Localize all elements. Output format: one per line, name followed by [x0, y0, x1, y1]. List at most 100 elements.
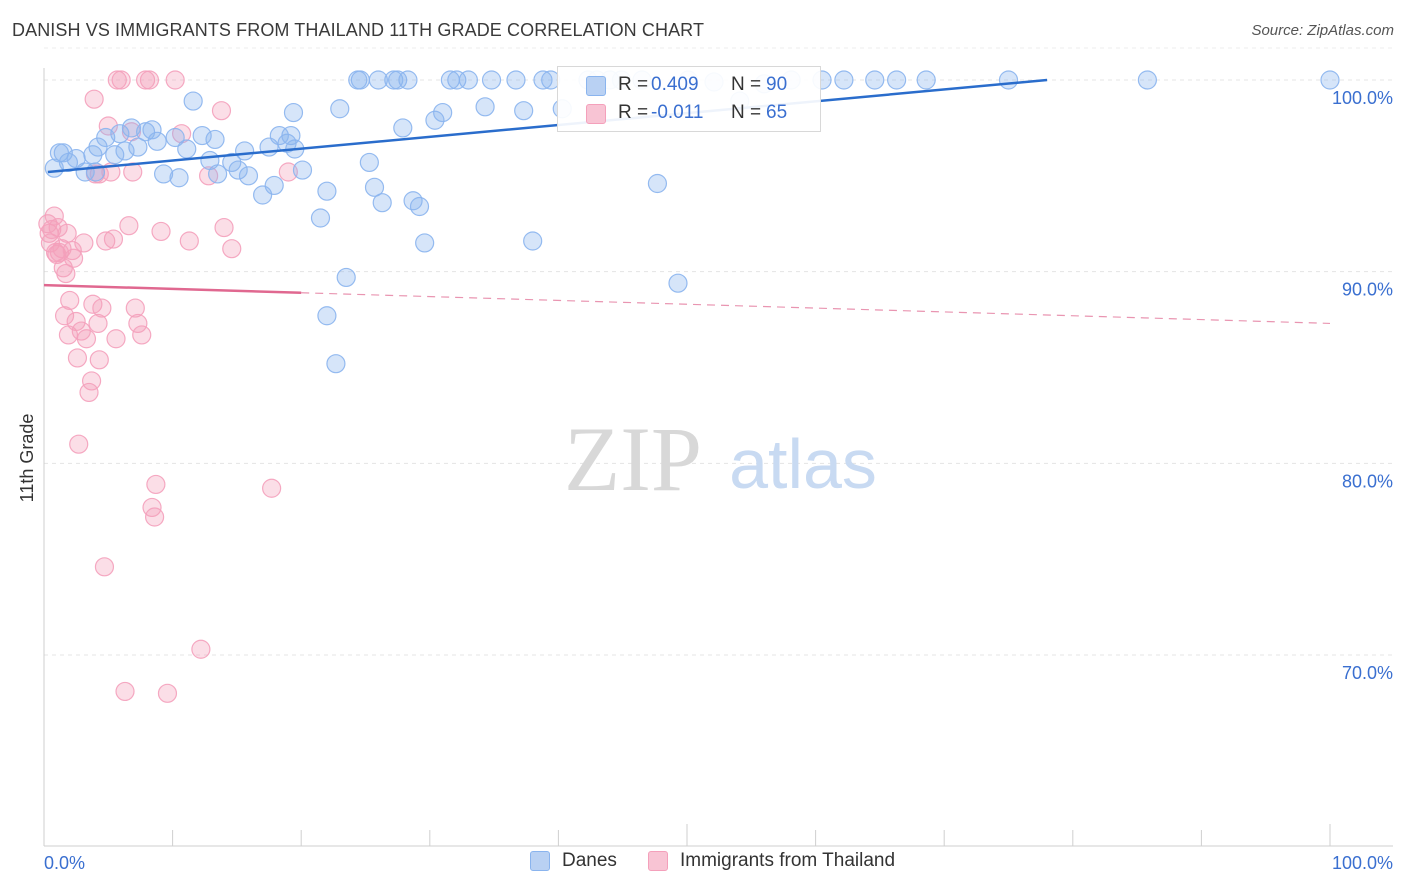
stats-row-thailand: R = -0.011 N = 65 — [558, 99, 820, 129]
danes-point-19 — [169, 168, 189, 188]
danes-point-46 — [368, 70, 388, 90]
danes-swatch — [586, 76, 606, 96]
danes-point-45 — [364, 177, 385, 197]
x-tick-label-right: 100.0% — [1332, 853, 1393, 873]
thailand-point-28 — [88, 313, 108, 334]
thailand-point-33 — [98, 116, 118, 136]
watermark-zip: ZIP — [564, 408, 702, 510]
danes-point-9 — [105, 145, 125, 165]
danes-point-37 — [292, 160, 313, 180]
danes-point-27 — [228, 160, 248, 180]
thailand-point-44 — [132, 325, 152, 345]
danes-point-91 — [85, 162, 106, 182]
thailand-point-19 — [69, 434, 89, 454]
danes-point-16 — [147, 131, 167, 151]
thailand-point-21 — [74, 233, 94, 253]
danes-point-62 — [506, 70, 526, 90]
y-tick-label-3: 70.0% — [1342, 663, 1393, 683]
bottom-legend: Danes Immigrants from Thailand — [0, 850, 1406, 880]
thailand-point-59 — [222, 239, 242, 259]
thailand-point-26 — [84, 89, 104, 109]
thailand-point-39 — [115, 681, 135, 702]
danes-point-59 — [458, 70, 478, 90]
danes-point-12 — [121, 118, 142, 138]
legend-item-danes: Danes — [530, 850, 617, 872]
stats-row-danes: R = 0.409 N = 90 — [558, 71, 820, 101]
danes-point-32 — [264, 175, 284, 196]
thailand-trend-extension — [301, 292, 1331, 325]
danes-point-15 — [142, 120, 162, 140]
danes-trend-line — [47, 78, 1048, 174]
thailand-point-14 — [60, 290, 80, 311]
danes-point-40 — [330, 99, 350, 119]
danes-point-33 — [269, 125, 289, 146]
x-tick-label-left: 0.0% — [44, 853, 85, 873]
danes-point-63 — [514, 101, 534, 121]
danes-point-8 — [96, 127, 116, 148]
thailand-swatch — [586, 104, 606, 124]
danes-point-25 — [205, 129, 225, 150]
thailand-point-54 — [179, 231, 199, 251]
thailand-point-61 — [262, 478, 282, 498]
danes-point-58 — [447, 70, 467, 90]
danes-point-47 — [372, 193, 392, 213]
danes-point-17 — [153, 164, 174, 184]
legend-thailand-label: Immigrants from Thailand — [680, 850, 896, 871]
danes-point-29 — [238, 166, 259, 186]
danes-point-50 — [393, 118, 413, 138]
thailand-point-29 — [89, 350, 109, 370]
danes-point-51 — [398, 70, 418, 90]
legend-item-thailand: Immigrants from Thailand — [648, 850, 895, 872]
thailand-r-value: -0.011 — [651, 102, 704, 123]
thailand-point-51 — [151, 221, 171, 242]
thailand-n-value: 65 — [766, 102, 788, 123]
danes-r-value: 0.409 — [651, 74, 699, 95]
danes-point-18 — [165, 127, 185, 148]
thailand-point-48 — [144, 507, 165, 527]
danes-point-44 — [359, 152, 379, 173]
thailand-point-40 — [119, 216, 139, 236]
danes-point-13 — [128, 137, 148, 157]
watermark: ZIP atlas — [564, 408, 877, 510]
thailand-point-15 — [62, 240, 82, 261]
thailand-point-57 — [214, 217, 234, 238]
trend-lines — [43, 78, 1331, 325]
y-axis-label: 11th Grade — [17, 414, 37, 503]
danes-r-label: R = — [618, 74, 649, 95]
danes-n-label: N = — [731, 74, 762, 95]
thailand-point-12 — [56, 263, 76, 284]
thailand-point-36 — [106, 329, 126, 349]
danes-point-88 — [317, 306, 337, 326]
thailand-point-55 — [191, 639, 211, 659]
danes-point-7 — [88, 137, 108, 157]
thailand-point-31 — [94, 557, 115, 577]
danes-point-24 — [208, 164, 228, 184]
thailand-point-24 — [81, 371, 102, 391]
thailand-points — [38, 70, 298, 703]
danes-point-20 — [177, 139, 197, 159]
thailand-point-46 — [139, 70, 160, 90]
thailand-point-58 — [211, 101, 232, 121]
thailand-point-38 — [111, 70, 131, 90]
thailand-point-43 — [128, 313, 148, 334]
danes-point-53 — [409, 196, 430, 217]
thailand-n-label: N = — [731, 102, 762, 123]
danes-point-81 — [834, 70, 854, 90]
chart-title: DANISH VS IMMIGRANTS FROM THAILAND 11TH … — [12, 20, 705, 40]
thailand-point-18 — [67, 348, 88, 368]
watermark-atlas: atlas — [729, 425, 877, 503]
y-tick-label-0: 100.0% — [1332, 88, 1393, 108]
thailand-point-4 — [44, 206, 64, 226]
thailand-point-53 — [165, 70, 185, 90]
thailand-point-16 — [63, 248, 84, 268]
thailand-point-35 — [103, 229, 124, 249]
axes — [43, 68, 1393, 847]
danes-point-90 — [283, 102, 304, 123]
danes-point-65 — [533, 70, 553, 90]
grid-lines — [44, 47, 1393, 656]
danes-point-64 — [523, 231, 543, 251]
chart-source: Source: ZipAtlas.com — [1251, 22, 1394, 39]
danes-point-87 — [1320, 70, 1340, 90]
danes-point-61 — [481, 70, 502, 90]
thailand-trend-line — [43, 283, 302, 294]
